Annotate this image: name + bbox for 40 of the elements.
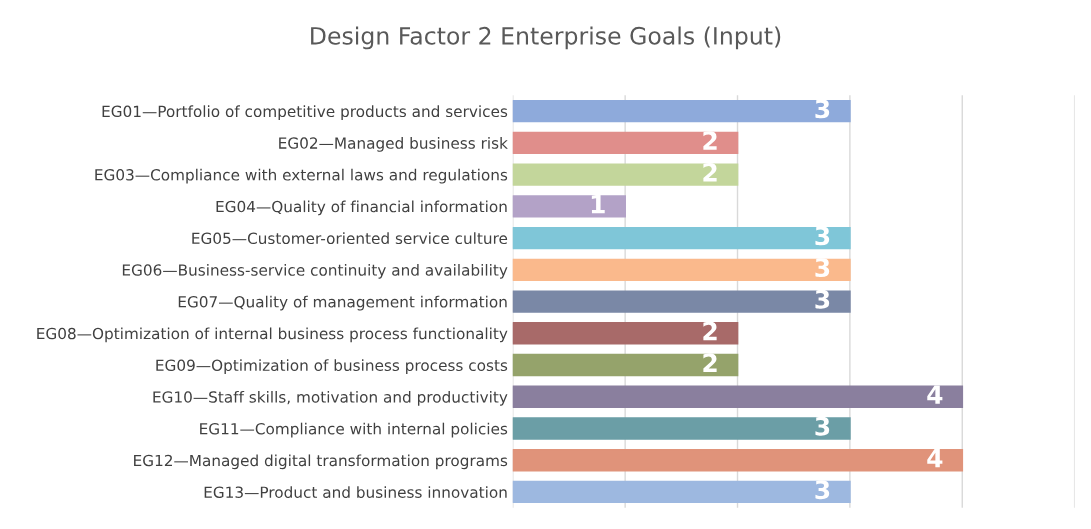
bar	[512, 353, 739, 377]
data-label: 1	[591, 194, 605, 214]
y-tick-label: EG02—Managed business risk	[279, 137, 508, 152]
y-tick-label: EG06—Business-service continuity and availability	[122, 263, 508, 279]
data-label: 2	[703, 353, 717, 372]
y-tick-label: EG12—Managed digital transformation programs	[134, 454, 508, 470]
bar	[512, 417, 851, 440]
bar	[512, 258, 851, 281]
y-tick-label: EG11—Compliance with internal policies	[200, 422, 508, 438]
bar	[512, 449, 964, 472]
y-tick-label: EG01—Portfolio of competitive products and services	[102, 105, 508, 121]
bar	[512, 480, 851, 504]
bar	[512, 99, 851, 123]
data-label: 3	[815, 258, 830, 278]
data-label: 2	[703, 162, 717, 182]
bar	[512, 163, 739, 186]
data-label: 3	[815, 480, 830, 500]
y-tick-label: EG07—Quality of management information	[178, 295, 507, 311]
y-tick-label: EG10—Staff skills, motivation and productivity	[153, 390, 508, 406]
bar	[512, 322, 739, 345]
bar	[512, 226, 851, 250]
data-label: 4	[927, 385, 943, 404]
data-label: 2	[703, 321, 717, 341]
y-tick-label: EG13—Product and business innovation	[204, 486, 507, 498]
y-tick-label: EG08—Optimization of internal business process functionality	[37, 327, 508, 343]
data-label: 3	[815, 289, 830, 309]
y-tick-label: EG05—Customer-oriented service culture	[192, 232, 508, 245]
data-label: 3	[815, 226, 830, 246]
chart-title: Design Factor 2 Enterprise Goals (Input)	[311, 26, 781, 50]
data-label: 2	[703, 131, 717, 150]
bar	[512, 385, 964, 408]
bar	[512, 131, 739, 154]
bar	[512, 290, 851, 313]
data-label: 4	[927, 448, 943, 468]
data-label: 3	[815, 416, 830, 436]
bar	[512, 195, 626, 218]
data-label: 3	[815, 99, 830, 119]
y-tick-label: EG03—Compliance with external laws and regulations	[95, 168, 508, 184]
y-tick-label: EG04—Quality of financial information	[216, 200, 507, 216]
y-tick-label: EG09—Optimization of business process costs	[156, 359, 508, 374]
